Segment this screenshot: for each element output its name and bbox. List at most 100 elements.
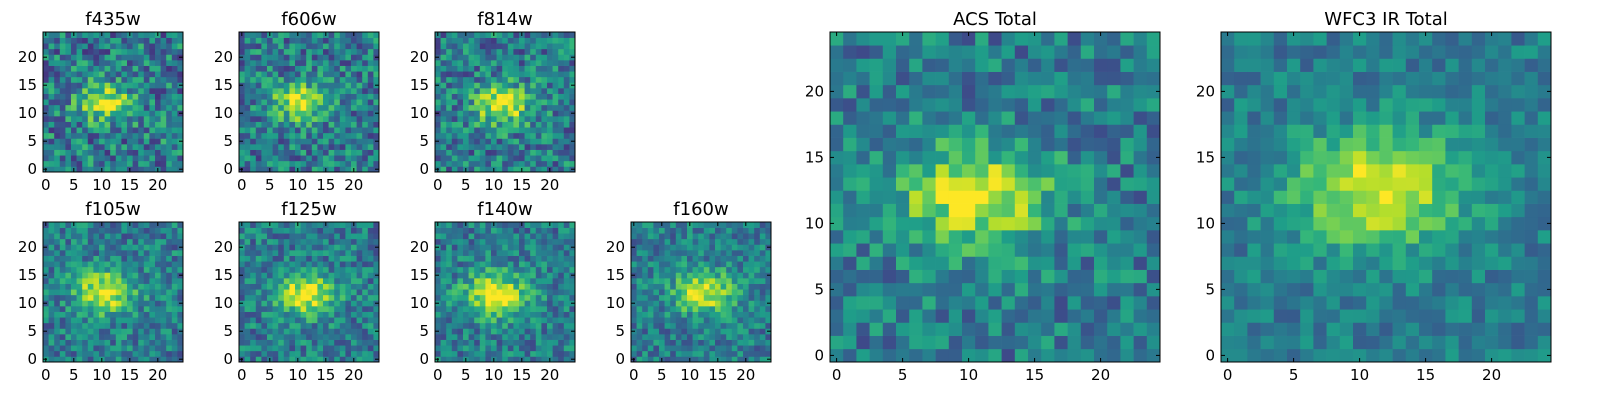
heatmap-cell [457, 356, 464, 363]
heatmap-cell [71, 266, 77, 273]
heatmap-cell [988, 296, 1002, 310]
heatmap-cell [988, 335, 1002, 350]
heatmap-cell [882, 177, 897, 191]
heatmap-cell [306, 289, 313, 296]
heatmap-cell [563, 65, 570, 72]
heatmap-cell [631, 334, 637, 340]
heatmap-cell [743, 238, 749, 245]
axes-frame [630, 221, 772, 363]
heatmap-cell [317, 255, 324, 262]
heatmap-cell [65, 99, 72, 106]
heatmap-cell [283, 65, 290, 72]
heatmap-cell [1014, 230, 1029, 244]
heatmap-cell [743, 261, 749, 268]
heatmap-cell [149, 65, 156, 72]
heatmap-cell [160, 334, 167, 340]
heatmap-cell [261, 272, 268, 279]
heatmap-cell [143, 294, 150, 301]
heatmap-cell [457, 166, 464, 173]
heatmap-cell [479, 311, 486, 318]
heatmap-cell [149, 37, 156, 44]
heatmap-cell [261, 289, 268, 296]
heatmap-cell [715, 306, 721, 312]
heatmap-cell [54, 233, 61, 240]
heatmap-cell [759, 266, 766, 273]
heatmap-cell [138, 238, 145, 245]
heatmap-cell [687, 283, 693, 290]
heatmap-cell [289, 88, 296, 94]
heatmap-cell [681, 334, 688, 340]
heatmap-cell [244, 350, 251, 357]
heatmap-cell [754, 266, 761, 273]
heatmap-cell [440, 54, 447, 61]
heatmap-cell [345, 317, 352, 324]
heatmap-cell [143, 149, 150, 156]
heatmap-cell [491, 339, 497, 346]
heatmap-cell [87, 266, 94, 273]
heatmap-cell [356, 222, 363, 228]
heatmap-cell [93, 278, 100, 284]
heatmap-cell [110, 272, 117, 279]
heatmap-cell [681, 238, 688, 245]
heatmap-cell [323, 317, 329, 324]
heatmap-cell [110, 233, 117, 240]
heatmap-cell [451, 350, 458, 357]
heatmap-cell [272, 222, 279, 228]
heatmap-cell [244, 43, 251, 50]
heatmap-cell [535, 339, 542, 346]
heatmap-cell [446, 283, 453, 290]
heatmap-cell [435, 255, 441, 262]
heatmap-cell [149, 93, 156, 100]
heatmap-cell [485, 127, 492, 134]
heatmap-cell [177, 149, 184, 156]
heatmap-cell [507, 283, 514, 290]
heatmap-cell [289, 155, 296, 162]
heatmap-cell [519, 289, 525, 296]
heatmap-cell [65, 32, 72, 38]
heatmap-cell [440, 37, 447, 44]
heatmap-cell [149, 54, 156, 61]
heatmap-cell [457, 283, 464, 290]
heatmap-cell [48, 166, 55, 173]
heatmap-cell [547, 339, 553, 346]
heatmap-cell [255, 233, 262, 240]
y-tick-label: 15 [18, 266, 37, 284]
heatmap-cell [636, 289, 643, 296]
heatmap-cell [71, 289, 77, 296]
heatmap-cell [87, 238, 94, 245]
heatmap-cell [451, 311, 458, 318]
heatmap-cell [87, 43, 94, 50]
x-tick-label: 15 [316, 176, 335, 194]
heatmap-cell [48, 328, 55, 335]
heatmap-cell [143, 54, 150, 61]
heatmap-cell [726, 250, 733, 256]
heatmap-cell [99, 266, 105, 273]
heatmap-cell [65, 289, 72, 296]
heatmap-cell [636, 255, 643, 262]
heatmap-cell [250, 272, 257, 279]
heatmap-cell [563, 71, 570, 78]
panel-title: f606w [281, 9, 336, 30]
heatmap-cell [754, 345, 761, 352]
heatmap-cell [328, 60, 335, 66]
heatmap-cell [239, 250, 245, 256]
heatmap-cell [138, 160, 145, 167]
heatmap-cell [261, 322, 268, 329]
heatmap-cell [59, 350, 66, 357]
heatmap-cell [121, 328, 128, 335]
heatmap-cell [507, 294, 514, 301]
heatmap-cell [692, 255, 699, 262]
heatmap-cell [446, 233, 453, 240]
heatmap-cell [485, 283, 492, 290]
heatmap-cell [328, 37, 335, 44]
heatmap-cell [239, 71, 245, 78]
heatmap-cell [306, 43, 313, 50]
heatmap-cell [569, 278, 576, 284]
heatmap-cell [975, 322, 989, 336]
heatmap-cell [765, 238, 772, 245]
heatmap-cell [435, 65, 441, 72]
heatmap-cell [502, 116, 509, 122]
heatmap-cell [552, 132, 559, 139]
heatmap-cell [647, 238, 654, 245]
heatmap-cell [300, 339, 307, 346]
